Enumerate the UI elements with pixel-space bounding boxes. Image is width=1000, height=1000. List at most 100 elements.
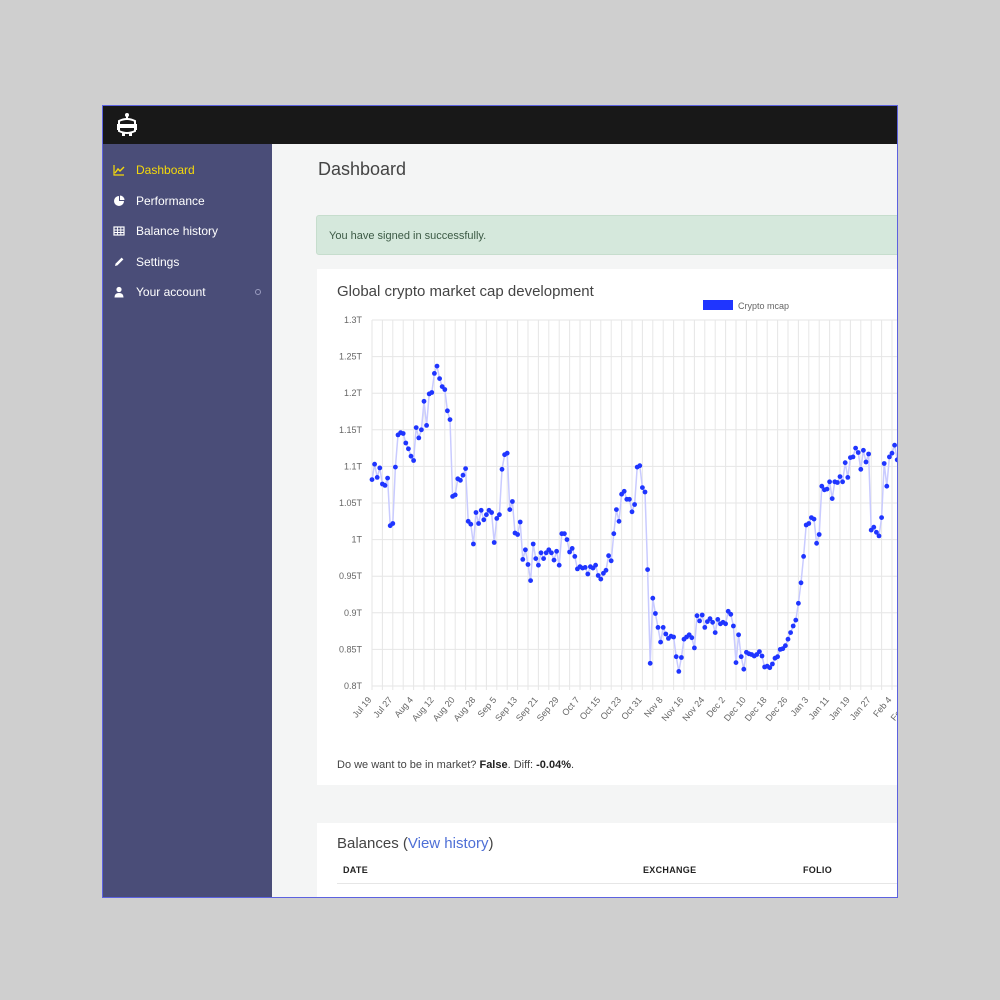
x-tick-label: Nov 24 bbox=[680, 695, 706, 723]
data-point bbox=[676, 669, 682, 674]
data-point bbox=[382, 483, 388, 488]
market-question: Do we want to be in market? bbox=[337, 759, 480, 771]
data-point bbox=[369, 477, 375, 482]
sidebar-item-settings[interactable]: Settings bbox=[103, 247, 272, 277]
sidebar-item-performance[interactable]: Performance bbox=[103, 186, 272, 216]
data-point bbox=[660, 625, 666, 630]
sidebar-item-balance-history[interactable]: Balance history bbox=[103, 216, 272, 246]
data-point bbox=[712, 630, 718, 635]
x-tick-label: Aug 28 bbox=[452, 695, 478, 723]
robot-logo-icon[interactable] bbox=[115, 112, 139, 138]
data-point bbox=[424, 423, 429, 428]
column-header-folio[interactable]: FOLIO bbox=[803, 865, 832, 875]
sidebar-item-your-account[interactable]: Your account bbox=[103, 277, 272, 307]
balances-card: Balances (View history) DATE EXCHANGE FO… bbox=[317, 823, 897, 897]
data-point bbox=[497, 512, 502, 518]
data-point bbox=[468, 521, 474, 527]
sidebar-item-dashboard[interactable]: Dashboard bbox=[103, 155, 272, 185]
x-tick-label: Dec 26 bbox=[764, 695, 790, 723]
data-point bbox=[452, 492, 458, 498]
data-point bbox=[829, 496, 835, 501]
data-point bbox=[728, 611, 734, 617]
y-tick-label: 1.1T bbox=[344, 461, 363, 471]
y-tick-label: 1.3T bbox=[344, 315, 363, 325]
data-point bbox=[554, 548, 559, 554]
data-point bbox=[484, 512, 489, 518]
data-point bbox=[871, 524, 877, 530]
data-point bbox=[692, 645, 697, 651]
data-point bbox=[785, 636, 791, 642]
y-tick-label: 1.25T bbox=[339, 352, 363, 362]
y-tick-label: 1.05T bbox=[339, 498, 363, 508]
data-point bbox=[611, 531, 617, 537]
data-point bbox=[645, 567, 650, 572]
data-point bbox=[458, 477, 463, 483]
data-point bbox=[473, 510, 479, 515]
column-header-date[interactable]: DATE bbox=[343, 865, 369, 875]
data-point bbox=[647, 660, 653, 666]
column-header-exchange[interactable]: EXCHANGE bbox=[643, 865, 697, 875]
data-point bbox=[564, 537, 570, 542]
data-point bbox=[416, 435, 422, 441]
data-point bbox=[767, 665, 773, 671]
data-point bbox=[840, 479, 845, 485]
data-point bbox=[520, 557, 526, 562]
data-point bbox=[814, 540, 819, 546]
data-point bbox=[437, 376, 442, 381]
data-point bbox=[549, 550, 554, 556]
data-point bbox=[850, 454, 856, 460]
data-point bbox=[538, 550, 544, 556]
pie-chart-icon bbox=[114, 195, 125, 206]
data-point bbox=[702, 625, 708, 630]
data-point bbox=[406, 446, 411, 452]
top-navbar bbox=[103, 106, 897, 144]
expand-indicator-icon bbox=[255, 289, 261, 295]
table-header-divider bbox=[337, 883, 897, 884]
data-point bbox=[863, 459, 869, 465]
data-point bbox=[510, 499, 515, 504]
data-point bbox=[585, 571, 591, 577]
x-tick-label: Jan 27 bbox=[848, 695, 873, 722]
x-tick-label: Jan 19 bbox=[827, 695, 852, 722]
alert-text: You have signed in successfully. bbox=[329, 230, 487, 242]
data-point bbox=[884, 483, 890, 489]
data-point bbox=[372, 461, 377, 467]
data-point bbox=[738, 654, 744, 660]
data-point bbox=[637, 463, 643, 469]
sidebar-item-label: Balance history bbox=[136, 224, 219, 238]
data-point bbox=[853, 445, 858, 451]
line-chart-icon bbox=[113, 165, 125, 176]
data-point bbox=[819, 483, 825, 489]
y-tick-label: 1.2T bbox=[344, 388, 363, 398]
data-point bbox=[855, 450, 861, 455]
data-point bbox=[783, 643, 788, 649]
data-point bbox=[541, 556, 546, 561]
data-point bbox=[442, 387, 448, 392]
market-cap-card: Global crypto market cap development 1.3… bbox=[317, 269, 898, 785]
pencil-icon bbox=[115, 257, 124, 266]
data-point bbox=[642, 489, 648, 495]
data-point bbox=[445, 408, 450, 414]
data-point bbox=[429, 390, 435, 395]
data-point bbox=[699, 612, 705, 618]
data-point bbox=[876, 533, 882, 539]
data-point bbox=[897, 460, 898, 465]
market-cap-chart: 1.3T 1.25T 1.2T 1.15T 1.1T 1.05T 1T 0.95T 0.9T 0.… bbox=[339, 300, 898, 723]
view-history-link[interactable]: View history bbox=[407, 835, 489, 852]
data-point bbox=[806, 521, 812, 526]
data-point bbox=[697, 618, 702, 624]
data-point bbox=[517, 519, 523, 525]
data-point bbox=[593, 562, 598, 568]
data-point bbox=[658, 639, 663, 645]
diff-label: . Diff: bbox=[507, 759, 537, 771]
data-point bbox=[525, 562, 531, 567]
data-point bbox=[689, 635, 695, 641]
data-point bbox=[523, 547, 528, 553]
sidebar-item-label: Your account bbox=[136, 285, 206, 299]
data-point bbox=[842, 460, 848, 466]
user-icon bbox=[114, 286, 124, 298]
data-point bbox=[536, 562, 541, 568]
data-point bbox=[556, 562, 562, 568]
legend-label: Crypto mcap bbox=[738, 301, 789, 311]
sidebar-item-label: Settings bbox=[136, 255, 180, 269]
